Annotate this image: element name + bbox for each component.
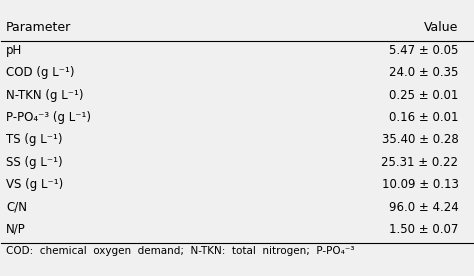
Text: 96.0 ± 4.24: 96.0 ± 4.24 bbox=[389, 201, 458, 214]
Text: Parameter: Parameter bbox=[6, 20, 72, 33]
Text: 35.40 ± 0.28: 35.40 ± 0.28 bbox=[382, 133, 458, 146]
Text: SS (g L⁻¹): SS (g L⁻¹) bbox=[6, 156, 63, 169]
Text: pH: pH bbox=[6, 44, 22, 57]
Text: N-TKN (g L⁻¹): N-TKN (g L⁻¹) bbox=[6, 89, 83, 102]
Text: 24.0 ± 0.35: 24.0 ± 0.35 bbox=[389, 66, 458, 79]
Text: 5.47 ± 0.05: 5.47 ± 0.05 bbox=[389, 44, 458, 57]
Text: 25.31 ± 0.22: 25.31 ± 0.22 bbox=[382, 156, 458, 169]
Text: 0.25 ± 0.01: 0.25 ± 0.01 bbox=[389, 89, 458, 102]
Text: N/P: N/P bbox=[6, 223, 26, 236]
Text: C/N: C/N bbox=[6, 201, 27, 214]
Text: VS (g L⁻¹): VS (g L⁻¹) bbox=[6, 178, 64, 191]
Text: 10.09 ± 0.13: 10.09 ± 0.13 bbox=[382, 178, 458, 191]
Text: 1.50 ± 0.07: 1.50 ± 0.07 bbox=[389, 223, 458, 236]
Text: Value: Value bbox=[424, 20, 458, 33]
Text: 0.16 ± 0.01: 0.16 ± 0.01 bbox=[389, 111, 458, 124]
Text: COD (g L⁻¹): COD (g L⁻¹) bbox=[6, 66, 74, 79]
Text: P-PO₄⁻³ (g L⁻¹): P-PO₄⁻³ (g L⁻¹) bbox=[6, 111, 91, 124]
Text: COD:  chemical  oxygen  demand;  N-TKN:  total  nitrogen;  P-PO₄⁻³: COD: chemical oxygen demand; N-TKN: tota… bbox=[6, 246, 355, 256]
Text: TS (g L⁻¹): TS (g L⁻¹) bbox=[6, 133, 63, 146]
